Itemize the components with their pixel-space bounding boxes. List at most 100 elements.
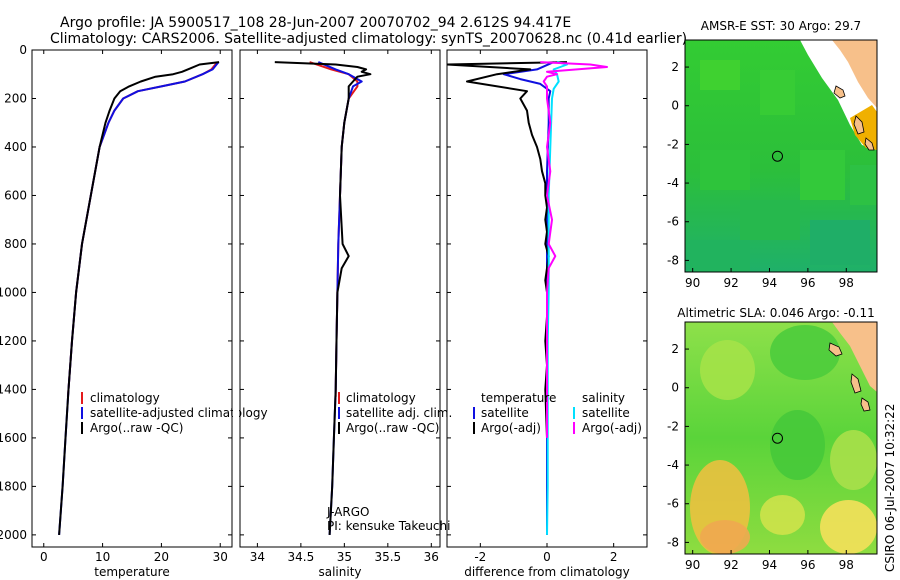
x-tick-label: 10 bbox=[95, 550, 110, 564]
series-line-satellite-adj-clim bbox=[317, 61, 363, 535]
island-siberut bbox=[864, 137, 875, 151]
depth-tick-label: 1800 bbox=[0, 479, 27, 493]
salinity-x-ticks: 34 34.5 35 35.5 36 bbox=[250, 50, 439, 564]
salinity-xlabel: salinity bbox=[318, 565, 361, 579]
sst-map-ticks: 90 92 94 96 98 2 0 -2 -4 -6 -8 bbox=[667, 60, 854, 290]
temperature-panel-frame bbox=[31, 49, 233, 548]
sst-map-frame bbox=[684, 39, 878, 273]
sumatra-land bbox=[832, 40, 877, 108]
depth-tick-label: 400 bbox=[4, 140, 27, 154]
x-tick-label: -2 bbox=[474, 550, 486, 564]
legend-label-satellite: satellite-adjusted climatology bbox=[90, 406, 268, 420]
map-x-tick-label: 96 bbox=[800, 276, 815, 290]
legend-label-sal-argo: Argo(-adj) bbox=[582, 421, 642, 435]
map-y-tick-label: -8 bbox=[667, 253, 679, 267]
depth-tick-label: 0 bbox=[19, 43, 27, 57]
sla-patch bbox=[770, 325, 840, 380]
map-y-tick-label: -6 bbox=[667, 497, 679, 511]
temperature-xlabel: temperature bbox=[94, 565, 169, 579]
sla-map-ticks: 90 92 94 96 98 2 0 -2 -4 -6 -8 bbox=[667, 342, 854, 572]
sst-map bbox=[685, 40, 877, 272]
depth-tick-label: 1600 bbox=[0, 431, 27, 445]
figure-title-line2: Climatology: CARS2006. Satellite-adjuste… bbox=[50, 31, 687, 47]
legend-label-argo: Argo(..raw -QC) bbox=[346, 421, 439, 435]
map-x-tick-label: 92 bbox=[723, 558, 738, 572]
salinity-legend: climatology satellite adj. clim. Argo(..… bbox=[338, 391, 452, 435]
sla-patch bbox=[770, 410, 825, 480]
map-y-tick-label: -4 bbox=[667, 176, 679, 190]
sst-patch bbox=[700, 150, 750, 190]
sla-field-patches bbox=[690, 325, 877, 554]
x-tick-label: 35 bbox=[337, 550, 352, 564]
map-y-tick-label: -2 bbox=[667, 419, 679, 433]
sst-patch bbox=[760, 70, 795, 115]
x-tick-label: 30 bbox=[213, 550, 228, 564]
argo-profile-marker bbox=[771, 432, 783, 444]
sla-patch bbox=[830, 430, 877, 490]
x-tick-label: 20 bbox=[154, 550, 169, 564]
depth-tick-label: 2000 bbox=[0, 528, 27, 542]
sst-map-title: AMSR-E SST: 30 Argo: 29.7 bbox=[701, 19, 861, 33]
figure-title-line1: Argo profile: JA 5900517_108 28-Jun-2007… bbox=[60, 15, 571, 31]
legend-label-temp-satellite: satellite bbox=[481, 406, 529, 420]
series-line-climatology bbox=[66, 61, 219, 397]
depth-axis-ticks: 0 200 400 600 800 1000 1200 1400 1600 1800 2000 bbox=[0, 43, 647, 542]
legend-header-temperature: temperature bbox=[481, 391, 556, 405]
depth-tick-label: 600 bbox=[4, 188, 27, 202]
island-nias bbox=[850, 373, 862, 394]
depth-tick-label: 200 bbox=[4, 91, 27, 105]
sla-patch bbox=[700, 340, 755, 400]
argo-profile-marker bbox=[771, 150, 783, 162]
credit-timestamp: CSIRO 06-Jul-2007 10:32:22 bbox=[883, 404, 897, 572]
map-y-tick-label: -2 bbox=[667, 137, 679, 151]
island-nias bbox=[853, 115, 865, 135]
island-siberut bbox=[860, 397, 871, 412]
map-y-tick-label: -6 bbox=[667, 215, 679, 229]
sst-patch bbox=[690, 240, 750, 272]
map-y-tick-label: 2 bbox=[671, 60, 679, 74]
legend-label-argo: Argo(..raw -QC) bbox=[90, 421, 183, 435]
map-y-tick-label: -4 bbox=[667, 458, 679, 472]
temperature-legend: climatology satellite-adjusted climatolo… bbox=[81, 391, 268, 435]
map-y-tick-label: -8 bbox=[667, 535, 679, 549]
x-tick-label: 34 bbox=[250, 550, 265, 564]
map-x-tick-label: 94 bbox=[762, 558, 777, 572]
x-tick-label: 35.5 bbox=[374, 550, 401, 564]
program-label: J-ARGO bbox=[326, 505, 369, 519]
sst-patch bbox=[850, 165, 877, 205]
difference-legend: temperature salinity satellite Argo(-adj… bbox=[473, 391, 642, 435]
map-y-tick-label: 0 bbox=[671, 99, 679, 113]
map-y-tick-label: 0 bbox=[671, 381, 679, 395]
depth-tick-label: 1200 bbox=[0, 334, 27, 348]
temperature-curves bbox=[58, 61, 220, 535]
x-tick-label: 2 bbox=[610, 550, 618, 564]
series-line-salinity-argo-adj bbox=[540, 61, 608, 438]
map-x-tick-label: 98 bbox=[839, 276, 854, 290]
sst-patch bbox=[800, 150, 845, 200]
series-line-satellite-adjusted-climatology bbox=[58, 61, 220, 535]
map-x-tick-label: 94 bbox=[762, 276, 777, 290]
series-line-argo-raw-qc bbox=[58, 61, 220, 535]
difference-xlabel: difference from climatology bbox=[464, 565, 630, 579]
sst-patch bbox=[700, 60, 740, 90]
difference-x-ticks: -2 0 2 bbox=[474, 50, 617, 564]
x-tick-label: 34.5 bbox=[288, 550, 315, 564]
legend-label-satellite: satellite adj. clim. bbox=[346, 406, 452, 420]
depth-tick-label: 1400 bbox=[0, 382, 27, 396]
island-simeulue bbox=[828, 342, 843, 357]
sst-field-patches bbox=[690, 60, 877, 272]
salinity-panel-frame bbox=[239, 49, 441, 548]
difference-curves bbox=[447, 61, 608, 535]
sla-patch bbox=[700, 520, 750, 554]
sla-patch bbox=[760, 495, 805, 535]
legend-label-climatology: climatology bbox=[90, 391, 160, 405]
salinity-curves bbox=[274, 61, 372, 535]
map-y-tick-label: 2 bbox=[671, 342, 679, 356]
map-x-tick-label: 90 bbox=[685, 276, 700, 290]
sla-map-frame bbox=[684, 321, 878, 555]
map-x-tick-label: 90 bbox=[685, 558, 700, 572]
map-x-tick-label: 92 bbox=[723, 276, 738, 290]
sumatra-land bbox=[832, 322, 877, 392]
depth-tick-label: 1000 bbox=[0, 285, 27, 299]
